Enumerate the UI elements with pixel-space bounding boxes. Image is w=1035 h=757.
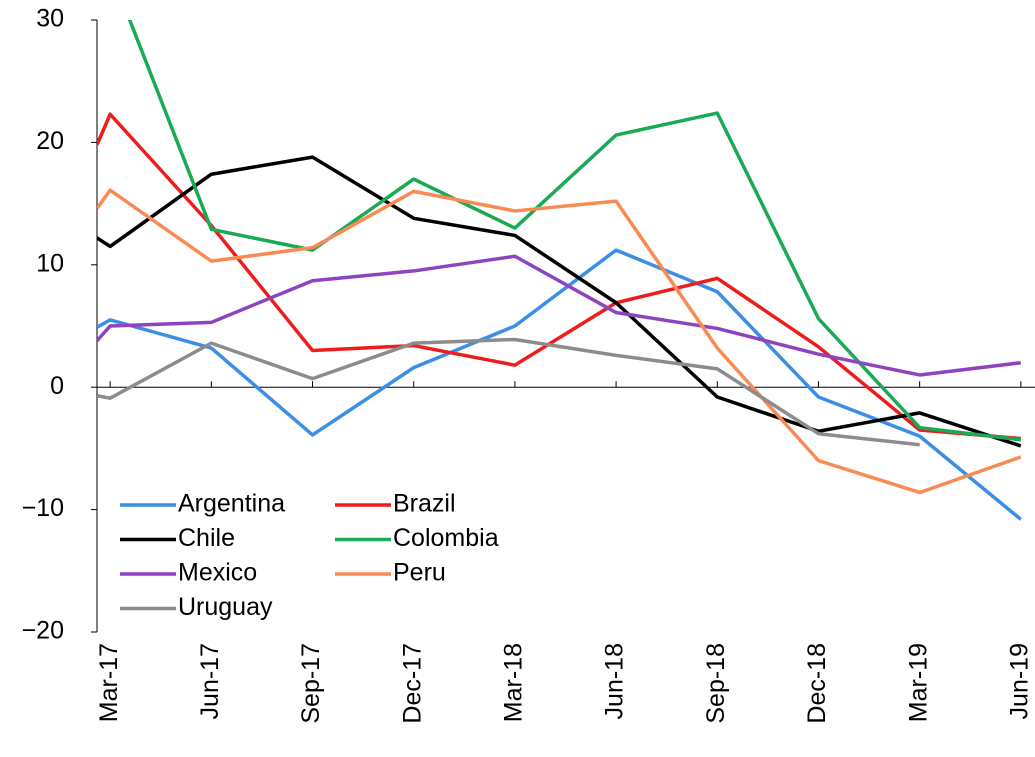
series-line [97, 112, 1021, 441]
series-line [97, 188, 1022, 495]
legend-label: Colombia [393, 524, 499, 552]
legend-label: Peru [393, 559, 446, 587]
x-tick-label: Dec-17 [398, 643, 426, 724]
series-line [97, 248, 1022, 521]
x-tick-label: Mar-17 [95, 643, 123, 722]
y-tick-label: −20 [22, 617, 64, 645]
series-group [97, 248, 1022, 521]
series-line [97, 254, 1022, 377]
series-group [97, 337, 920, 447]
x-tick-label: Jun-17 [196, 643, 224, 719]
y-tick-label: 0 [50, 372, 64, 400]
x-tick-label: Jun-18 [601, 643, 629, 719]
y-tick-label: 10 [36, 249, 64, 277]
x-tick-label: Mar-18 [500, 643, 528, 722]
legend-label: Uruguay [178, 593, 273, 621]
x-tick-label: Jun-19 [1005, 643, 1033, 719]
series-group [97, 112, 1021, 441]
x-tick-label: Mar-19 [904, 643, 932, 722]
legend-label: Mexico [178, 559, 257, 587]
series-group [127, 20, 1022, 442]
legend-label: Chile [178, 524, 235, 552]
legend-label: Brazil [393, 490, 456, 518]
series-group [97, 188, 1022, 495]
x-tick-label: Dec-18 [803, 643, 831, 724]
y-tick-label: 20 [36, 127, 64, 155]
series-line [97, 337, 920, 447]
series-line [97, 155, 1022, 448]
y-tick-label: −10 [22, 494, 64, 522]
x-tick-label: Sep-18 [702, 643, 730, 724]
series-group [97, 155, 1022, 448]
series-group [97, 254, 1022, 377]
legend-label: Argentina [178, 490, 285, 518]
y-tick-label: 30 [36, 5, 64, 33]
series-line [127, 20, 1022, 442]
x-tick-label: Sep-17 [297, 643, 325, 724]
